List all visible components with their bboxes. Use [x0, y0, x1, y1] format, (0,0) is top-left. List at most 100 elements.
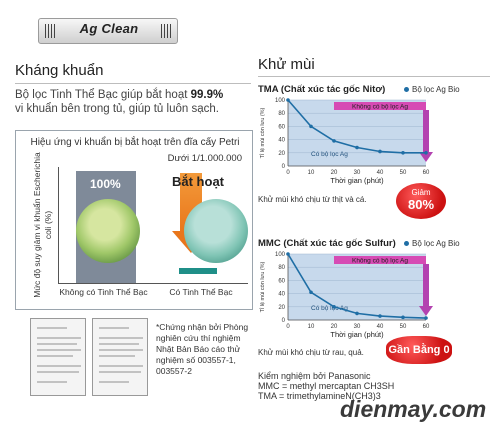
petri-dish-bacteria-icon: [76, 199, 140, 263]
mmc-data-point: [424, 316, 428, 320]
mmc-legend-label: Bộ lọc Ag Bio: [412, 239, 460, 248]
near-zero-badge: Gần Bằng 0: [386, 336, 452, 364]
petri-subtitle: Dưới 1/1.000.000: [167, 153, 242, 164]
mmc-y-label: Tỉ lệ mùi còn lưu (%): [259, 261, 266, 312]
tma-y-tick: 60: [278, 124, 285, 130]
banner-title: Ag Clean: [79, 21, 139, 36]
footnote-line-3: TMA = trimethylamineN(CH3)3: [258, 391, 381, 401]
tma-plot-area: [288, 100, 426, 166]
badge-line2: 80%: [407, 197, 435, 212]
desc-text: Bộ lọc Tinh Thể Bạc giúp bắt hoạt: [15, 89, 191, 101]
petri-dish-clean-icon: [184, 199, 248, 263]
tma-band-top: [334, 102, 426, 110]
tma-y-label: Tỉ lệ mùi còn lưu (%): [259, 107, 266, 158]
tma-x-tick: 10: [308, 170, 315, 176]
petri-y-label: Mức độ suy giảm vi khuẩn Escherichia col…: [32, 152, 53, 298]
tma-arrow-stem-icon: [423, 110, 429, 152]
grill-right-icon: [161, 24, 171, 38]
tma-data-point: [332, 139, 336, 143]
tma-y-tick: 100: [275, 98, 286, 104]
tma-chart: 0 20 40 60 80 100 0 10 20 30 40 50 60 Không có bộ lọc…: [259, 98, 433, 185]
brand-watermark: dienmay.com: [340, 396, 487, 422]
mmc-data-point: [355, 311, 359, 316]
mmc-y-tick: 100: [275, 252, 286, 258]
tma-y-tick: 40: [278, 138, 285, 144]
inactivated-label: Bắt hoạt: [172, 174, 224, 189]
tma-y-tick: 80: [278, 111, 285, 117]
footnote-line-1: Kiểm nghiệm bởi Panasonic: [258, 371, 371, 381]
legend-dot-icon: [404, 87, 409, 93]
desc-percent: 99.9%: [190, 89, 224, 101]
divider-right: [258, 76, 490, 77]
mmc-y-tick: 60: [278, 278, 285, 284]
mmc-caption: Khử mùi khó chịu từ rau, quả.: [258, 348, 364, 357]
mmc-x-tick: 0: [286, 324, 290, 330]
certificate-document-2: [92, 318, 148, 396]
mmc-legend: Bộ lọc Ag Bio: [404, 239, 460, 248]
tma-data-point: [286, 98, 290, 102]
bar-value-label: 100%: [90, 177, 121, 191]
test-footnote: Kiểm nghiệm bởi Panasonic MMC = methyl m…: [258, 371, 394, 401]
tma-x-tick: 50: [400, 170, 407, 176]
antibacterial-description: Bộ lọc Tinh Thể Bạc giúp bắt hoạt 99.9% …: [15, 88, 240, 116]
mmc-arrow-head-icon: [419, 306, 433, 316]
petri-title: Hiệu ứng vi khuẩn bị bắt hoạt trên đĩa c…: [30, 137, 240, 148]
tma-chart-title: TMA (Chất xúc tác gốc Nitơ): [258, 84, 386, 95]
with-silver-bar: [179, 268, 217, 274]
mmc-band-top: [334, 256, 426, 264]
x-label-no-silver: Không có Tinh Thể Bạc: [59, 287, 148, 297]
mmc-x-label: Thời gian (phút): [330, 330, 384, 339]
petri-y-axis: [58, 167, 59, 284]
mmc-x-tick: 50: [400, 324, 407, 330]
legend-dot-icon: [404, 241, 409, 247]
desc-text-2: vi khuẩn bên trong tủ, giúp tủ luôn sạch…: [15, 103, 219, 115]
tma-legend: Bộ lọc Ag Bio: [404, 85, 460, 94]
tma-x-tick: 40: [377, 170, 384, 176]
mmc-plot-area: [288, 254, 426, 320]
x-label-with-silver: Có Tinh Thể Bạc: [169, 287, 233, 297]
reduction-badge: Giảm 80%: [396, 183, 446, 219]
tma-band-top-label: Không có bộ lọc Ag: [352, 104, 408, 111]
divider-left: [15, 83, 251, 84]
tma-legend-label: Bộ lọc Ag Bio: [412, 85, 460, 94]
petri-x-axis: [58, 283, 248, 284]
tma-x-tick: 30: [354, 170, 361, 176]
mmc-band-top-label: Không có bộ lọc Ag: [352, 258, 408, 265]
mmc-data-point: [401, 315, 405, 320]
mmc-band-bottom-label: Có bộ lọc Ag: [311, 305, 348, 312]
mmc-chart-title: MMC (Chất xúc tác gốc Sulfur): [258, 238, 396, 249]
tma-caption: Khử mùi khó chịu từ thịt và cá.: [258, 195, 367, 204]
tma-x-tick: 60: [423, 170, 430, 176]
tma-y-tick: 20: [278, 151, 285, 157]
tma-arrow-head-icon: [419, 152, 433, 162]
mmc-data-point: [309, 290, 313, 295]
mmc-y-tick: 40: [278, 292, 285, 298]
tma-data-point: [424, 151, 428, 155]
grill-left-icon: [45, 24, 55, 38]
mmc-x-tick: 60: [423, 324, 430, 330]
certificate-document-1: [30, 318, 86, 396]
ag-clean-banner: Ag Clean: [38, 18, 178, 44]
mmc-y-tick: 80: [278, 265, 285, 271]
tma-data-point: [401, 151, 405, 155]
tma-x-label: Thời gian (phút): [330, 176, 384, 185]
tma-band-bottom-label: Có bộ lọc Ag: [311, 151, 348, 158]
tma-x-tick: 0: [286, 170, 290, 176]
mmc-x-tick: 40: [377, 324, 384, 330]
tma-data-point: [355, 145, 359, 150]
mmc-x-tick: 10: [308, 324, 315, 330]
tma-y-tick: 0: [282, 164, 286, 170]
mmc-chart: 0 20 40 60 80 100 0 10 20 30 40 50 60 Không có bộ lọc…: [259, 252, 433, 339]
antibacterial-heading: Kháng khuẩn: [15, 62, 104, 79]
petri-figure: Hiệu ứng vi khuẩn bị bắt hoạt trên đĩa c…: [15, 130, 253, 310]
mmc-data-point: [286, 252, 290, 256]
deodorize-heading: Khử mùi: [258, 56, 315, 73]
tma-data-point: [309, 124, 313, 129]
mmc-y-tick: 0: [282, 318, 286, 324]
mmc-data-point: [378, 314, 382, 318]
mmc-data-point: [332, 305, 336, 309]
mmc-x-tick: 30: [354, 324, 361, 330]
tma-x-tick: 20: [331, 170, 338, 176]
footnote-line-2: MMC = methyl mercaptan CH3SH: [258, 381, 395, 391]
